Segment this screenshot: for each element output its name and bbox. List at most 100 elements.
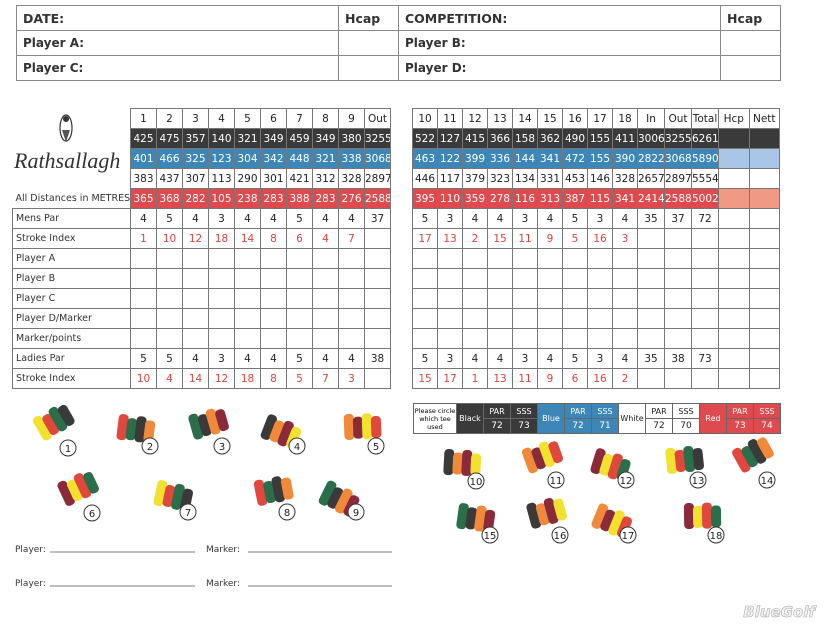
score-cell: 3 — [587, 348, 613, 369]
hole-shape — [483, 509, 496, 532]
score-cell — [312, 288, 339, 309]
score-cell: 380 — [338, 128, 365, 149]
score-cell — [748, 148, 780, 169]
score-cell — [286, 248, 313, 269]
score-cell: 5890 — [691, 148, 719, 169]
score-cell — [130, 308, 157, 329]
signature-label: Player: — [15, 545, 46, 555]
score-row: 395 110 359 278 116 313 387 115 341 2414 2588 5002 — [412, 188, 780, 209]
score-cell — [562, 308, 588, 329]
score-cell — [664, 288, 692, 309]
score-cell: 321 — [234, 128, 261, 149]
hole-shape — [710, 505, 722, 528]
score-cell: 437 — [156, 168, 183, 189]
hole-diagram — [456, 503, 496, 532]
hole-shape — [352, 416, 364, 439]
score-cell: 388 — [286, 188, 313, 209]
hole-shape — [318, 480, 337, 506]
score-cell — [487, 328, 513, 349]
score-cell: 387 — [562, 188, 588, 209]
hole-shape — [33, 415, 52, 441]
score-cell: 110 — [437, 188, 463, 209]
score-cell: 359 — [462, 188, 488, 209]
score-cell — [182, 268, 209, 289]
score-cell: 349 — [260, 128, 287, 149]
column-head: 11 — [437, 108, 463, 129]
score-cell — [234, 308, 261, 329]
hole-number-ring — [617, 471, 635, 489]
score-cell: 12 — [208, 368, 235, 389]
tee-head: SSS — [672, 403, 700, 419]
score-cell: 395 — [412, 188, 438, 209]
score-cell: 5 — [286, 208, 313, 229]
score-cell — [234, 288, 261, 309]
score-cell — [412, 328, 438, 349]
signature-label: Player: — [15, 579, 46, 589]
score-cell: 10 — [156, 228, 183, 249]
score-cell — [156, 288, 183, 309]
score-cell: 383 — [130, 168, 157, 189]
score-cell: 73 — [691, 348, 719, 369]
score-cell: 4 — [612, 348, 638, 369]
score-cell — [748, 308, 780, 329]
score-row: Stroke Index 10 4 14 12 18 8 5 7 3 — [12, 368, 391, 389]
score-row — [412, 288, 780, 309]
score-cell — [156, 308, 183, 329]
score-cell: 122 — [437, 148, 463, 169]
score-cell: 11 — [512, 368, 538, 389]
score-cell: 475 — [156, 128, 183, 149]
score-cell: 362 — [537, 128, 563, 149]
score-cell — [312, 248, 339, 269]
score-cell — [437, 328, 463, 349]
column-head: In — [637, 108, 665, 129]
column-head: 10 — [412, 108, 438, 129]
hole-shape — [683, 445, 696, 473]
hole-shape — [277, 420, 294, 447]
hole-diagram — [732, 437, 774, 473]
hole-shape — [591, 503, 609, 529]
score-cell: 10 — [130, 368, 157, 389]
row-label: Ladies Par — [12, 348, 131, 369]
score-cell: 321 — [312, 148, 339, 169]
score-cell: 37 — [664, 208, 692, 229]
score-cell — [637, 308, 665, 329]
hole-shape — [757, 437, 774, 459]
logo-figure — [59, 114, 73, 142]
score-cell — [748, 208, 780, 229]
hole-shape — [590, 448, 606, 475]
hole-shape — [327, 487, 344, 509]
hole-shape — [607, 453, 623, 480]
score-cell: 349 — [312, 128, 339, 149]
score-cell: 140 — [208, 128, 235, 149]
hole-number: 6 — [89, 509, 95, 520]
score-cell: 5 — [562, 348, 588, 369]
score-cell: 12 — [182, 228, 209, 249]
back-nine-table: 10 11 12 13 14 15 16 17 18 In Out Total Hcp Nett 522 12… — [412, 108, 780, 389]
score-cell — [286, 288, 313, 309]
score-cell — [612, 288, 638, 309]
score-cell: 155 — [587, 148, 613, 169]
tee-row: 72 73 72 71 72 70 73 74 — [414, 418, 781, 434]
score-cell — [338, 328, 365, 349]
score-cell — [637, 248, 665, 269]
hole-diagram — [526, 498, 567, 529]
score-cell — [748, 328, 780, 349]
score-cell — [748, 368, 780, 389]
hole-shape — [538, 441, 555, 468]
hole-shape — [526, 502, 542, 529]
score-cell: 4 — [182, 348, 209, 369]
hole-number: 2 — [147, 442, 153, 453]
score-cell: 3 — [338, 368, 365, 389]
tee-value: 74 — [753, 418, 781, 434]
score-cell — [156, 328, 183, 349]
hole-shape — [269, 420, 285, 443]
row-label: Player A — [12, 248, 131, 269]
score-cell — [691, 228, 719, 249]
tee-value: 72 — [564, 418, 592, 434]
score-cell — [130, 328, 157, 349]
score-cell: 331 — [537, 168, 563, 189]
score-cell: 4 — [312, 208, 339, 229]
score-cell: 290 — [234, 168, 261, 189]
column-head: 5 — [234, 108, 261, 129]
